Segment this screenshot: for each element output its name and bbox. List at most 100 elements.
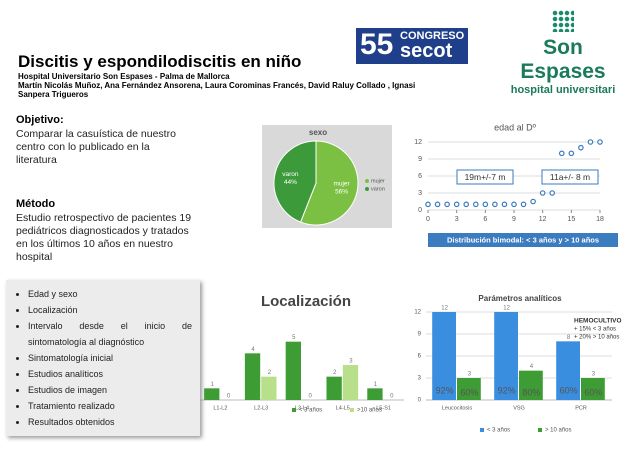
legend-swatch	[480, 428, 484, 432]
x-tick-label: L1-L2	[213, 405, 227, 411]
annotation: 60%	[584, 387, 602, 397]
objetivo-text: Comparar la casuística de nuestro centro…	[16, 128, 176, 166]
point	[482, 201, 489, 208]
x-tick-label: L2-L3	[254, 405, 268, 411]
box-line: HEMOCULTIVO	[574, 318, 622, 325]
value-label: 0	[390, 394, 394, 400]
y-tick-label: 6	[418, 354, 422, 360]
point	[434, 201, 441, 208]
chart-title: sexo	[309, 128, 327, 137]
slice-name: varon	[282, 171, 299, 178]
institution: Hospital Universitario Son Espases - Pal…	[18, 72, 230, 81]
value-label: 1	[374, 382, 378, 388]
box-line: + 20% > 10 años	[574, 335, 619, 341]
point	[549, 190, 556, 196]
point	[587, 139, 594, 145]
logo-number: 55	[360, 28, 394, 61]
x-tick-label: 6	[483, 216, 487, 223]
y-tick-label: 6	[418, 173, 422, 180]
point	[501, 201, 508, 208]
list-item: Localización	[28, 302, 192, 318]
bar	[556, 341, 580, 400]
hospital-name: Son Espases	[520, 36, 606, 83]
legend-label: < 3 años	[299, 408, 322, 414]
point	[558, 150, 565, 157]
value-label: 2	[268, 370, 272, 376]
x-tick-label: L4-L5	[336, 405, 350, 411]
chart-title: Localización	[261, 293, 351, 310]
value-label: 0	[227, 394, 231, 400]
bar	[581, 378, 605, 400]
x-tick-label: 9	[512, 216, 516, 223]
point	[597, 139, 603, 145]
point	[520, 201, 527, 208]
value-label: 12	[441, 306, 448, 312]
x-tick-label: 18	[596, 216, 604, 223]
x-tick-label: 15	[567, 216, 575, 223]
legend-label: mujer	[371, 178, 385, 184]
bar	[367, 388, 383, 400]
bar	[432, 312, 456, 400]
annotation: 19m+/-7 m	[465, 172, 506, 182]
point	[539, 190, 546, 196]
point	[425, 201, 431, 208]
heading: Método	[16, 198, 56, 210]
note-box	[428, 233, 618, 247]
pie-slice	[273, 140, 317, 223]
bar	[494, 312, 518, 400]
point	[453, 201, 460, 208]
legend-swatch	[538, 428, 542, 432]
y-tick-label: 0	[418, 207, 422, 214]
x-tick-label: 0	[426, 216, 430, 223]
point	[463, 201, 470, 208]
legend-swatch	[365, 179, 369, 183]
value-label: 4	[530, 364, 534, 370]
note: Distribución bimodal: < 3 años y > 10 añ…	[447, 235, 599, 244]
annotation: 80%	[522, 387, 540, 397]
legend-label: varon	[371, 186, 385, 192]
legend-label: < 3 años	[487, 428, 510, 434]
point	[578, 144, 584, 151]
bar	[204, 388, 220, 400]
point	[568, 150, 575, 157]
x-tick-label: L5-S1	[376, 405, 391, 411]
legend-label: > 10 años	[545, 428, 572, 434]
value-label: 1	[211, 382, 215, 388]
bullet-list: Edad y sexoLocalizaciónIntervalo desde e…	[6, 280, 200, 436]
annotation: 92%	[498, 385, 516, 395]
y-tick-label: 9	[418, 332, 422, 338]
legend-swatch	[292, 408, 296, 412]
list-item: Sintomatología inicial	[28, 350, 192, 366]
chart-title: edad al Dº	[494, 122, 537, 132]
bar	[519, 370, 543, 400]
x-tick-label: PCR	[575, 405, 587, 411]
value-label: 4	[251, 347, 255, 353]
y-tick-label: 3	[418, 376, 422, 382]
hospital-sub: hospital universitari	[510, 84, 616, 96]
authors: Martín Nicolás Muñoz, Ana Fernández Anso…	[18, 81, 416, 99]
value-label: 2	[333, 370, 337, 376]
list-item: Tratamiento realizado	[28, 398, 192, 414]
point	[472, 201, 479, 208]
y-tick-label: 3	[418, 190, 422, 197]
header: Discitis y espondilodiscitis en niño Hos…	[18, 52, 438, 99]
bullet-box: Edad y sexoLocalizaciónIntervalo desde e…	[6, 280, 200, 436]
legend-swatch	[365, 187, 369, 191]
x-tick-label: 3	[455, 216, 459, 223]
value-label: 3	[468, 372, 472, 378]
title: Discitis y espondilodiscitis en niño	[18, 52, 302, 71]
value-label: 3	[592, 372, 596, 378]
point	[530, 198, 536, 205]
legend-label: >10 años	[357, 408, 382, 414]
value-label: 5	[292, 335, 296, 341]
logo-name: secot	[400, 40, 453, 62]
logo-word: CONGRESO	[400, 30, 465, 42]
logo-dots	[552, 10, 574, 32]
value-label: 0	[308, 394, 312, 400]
metodo: Método Estudio retrospectivo de paciente…	[16, 198, 198, 264]
congress-logo: 55 CONGRESO secot	[356, 28, 468, 64]
annotation: 92%	[436, 385, 454, 395]
x-tick-label: L3-L4	[295, 405, 309, 411]
